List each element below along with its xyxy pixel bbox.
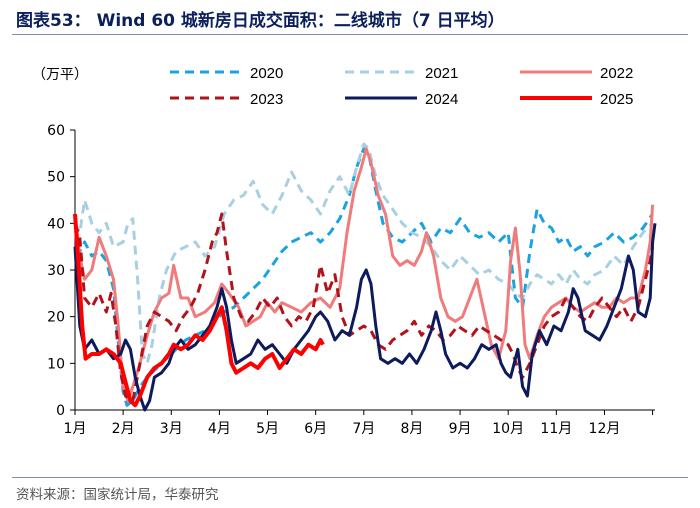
source-note: 资料来源：国家统计局，华泰研究	[16, 487, 219, 503]
y-tick-label: 20	[47, 310, 65, 326]
y-tick-label: 30	[47, 263, 65, 279]
y-axis-unit-label: （万平）	[32, 67, 88, 83]
chart-title: 图表53： Wind 60 城新房日成交面积：二线城市（7 日平均）	[16, 11, 505, 31]
title-divider	[12, 34, 688, 35]
series-line-2024	[73, 223, 657, 412]
legend-label-2020: 2020	[250, 65, 283, 82]
axes-layer: 0 10 20 30 40 50 60 1月 2月 3月 4月 5月 6月 7月 8月 9月 10月 11月 12月	[47, 123, 655, 437]
legend: 2020 2021 2022 2023 2024 2025	[170, 65, 633, 108]
x-tick-label: 7月	[352, 421, 375, 437]
x-tick-label: 5月	[256, 421, 279, 437]
series-line-2023	[73, 212, 655, 403]
series-line-2025	[73, 213, 325, 408]
x-tick-label: 10月	[492, 421, 524, 437]
legend-label-2025: 2025	[600, 91, 633, 108]
x-tick-label: 12月	[589, 421, 621, 437]
y-tick-label: 40	[47, 216, 65, 232]
legend-label-2023: 2023	[250, 91, 283, 108]
legend-label-2024: 2024	[425, 91, 458, 108]
x-tick-label: 2月	[112, 421, 135, 437]
series-line-2021	[73, 142, 654, 365]
x-tick-label: 8月	[400, 421, 423, 437]
x-tick-label: 1月	[64, 421, 87, 437]
series-layer	[73, 142, 657, 412]
series-line-2022	[73, 147, 655, 403]
y-tick-label: 0	[56, 403, 65, 419]
y-tick-label: 50	[47, 170, 65, 186]
legend-label-2022: 2022	[600, 65, 633, 82]
x-tick-label: 6月	[304, 421, 327, 437]
x-tick-label: 11月	[540, 421, 572, 437]
y-tick-label: 10	[47, 356, 65, 372]
footer-divider	[12, 477, 688, 478]
x-tick-label: 9月	[449, 421, 472, 437]
x-tick-label: 3月	[160, 421, 183, 437]
x-tick-label: 4月	[208, 421, 231, 437]
y-tick-label: 60	[47, 123, 65, 139]
legend-label-2021: 2021	[425, 65, 458, 82]
